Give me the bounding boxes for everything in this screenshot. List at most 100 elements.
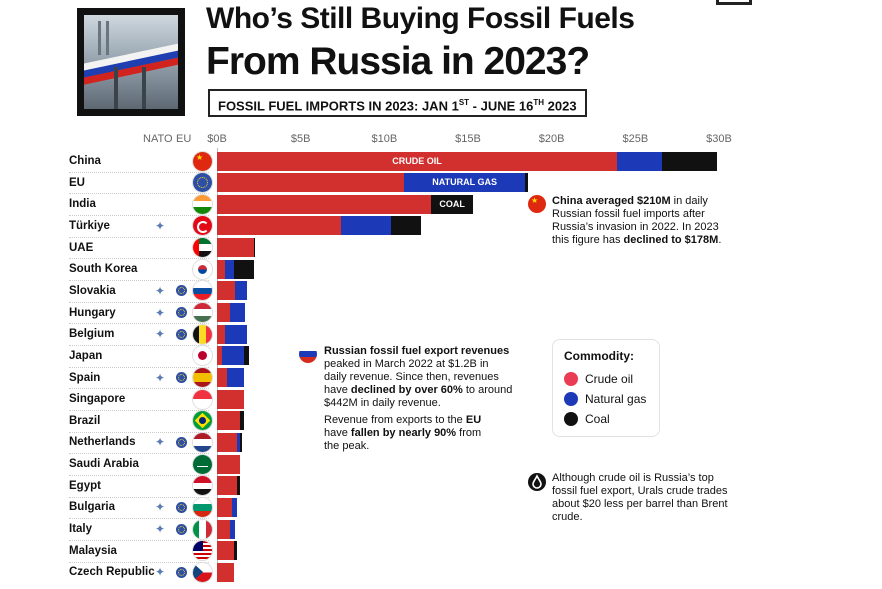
- bar-segment-gas-italy: [230, 519, 236, 539]
- nato-icon: ✦: [154, 283, 166, 298]
- flag-malaysia-icon: [193, 541, 212, 561]
- row-separator: [69, 236, 209, 238]
- bar-segment-coal-egypt: [237, 476, 241, 496]
- row-label-spain: Spain: [69, 371, 101, 384]
- legend-item-coal: Coal: [564, 412, 610, 426]
- flag-slovakia-icon: [193, 281, 212, 301]
- chart-subtitle: FOSSIL FUEL IMPORTS IN 2023: JAN 1ST - J…: [208, 89, 587, 117]
- row-label-south-korea: South Korea: [69, 263, 138, 276]
- eu-member-icon: [176, 566, 187, 578]
- row-label-uae: UAE: [69, 241, 94, 254]
- bar-segment-crude-brazil: [217, 411, 241, 431]
- eu-member-icon: [176, 328, 187, 340]
- bar-segment-crude-malaysia: [217, 541, 234, 561]
- x-tick-label: $15B: [455, 133, 481, 145]
- row-label-slovakia: Slovakia: [69, 284, 116, 297]
- nato-icon: ✦: [154, 327, 166, 342]
- bar-segment-crude-netherlands: [217, 432, 238, 452]
- bar-segment-crude-south-korea: [217, 259, 226, 279]
- row-separator: [69, 539, 209, 541]
- row-label-japan: Japan: [69, 349, 103, 362]
- flag-spain-icon: [193, 368, 212, 387]
- row-separator: [69, 345, 209, 347]
- bar-segment-crude-japan: [217, 346, 223, 366]
- nato-icon: ✦: [154, 370, 166, 385]
- corner-logo-frame: [716, 0, 752, 5]
- eu-member-icon: [176, 307, 187, 319]
- page-title-line1: Who’s Still Buying Fossil Fuels: [206, 2, 635, 35]
- flag-czech-republic-icon: [193, 562, 212, 582]
- row-separator: [69, 301, 209, 303]
- bar-segment-gas-japan: [222, 346, 244, 366]
- bar-segment-gas-belgium: [225, 324, 248, 344]
- flag-bulgaria-icon: [193, 497, 212, 517]
- eu-member-icon: [176, 285, 187, 297]
- bar-segment-crude-hungary: [217, 303, 231, 323]
- row-label-t-rkiye: Türkiye: [69, 219, 110, 232]
- flag-singapore-icon: [193, 389, 212, 409]
- bar-segment-crude-italy: [217, 519, 231, 539]
- row-label-italy: Italy: [69, 523, 93, 536]
- bar-segment-crude-slovakia: [217, 281, 236, 301]
- row-label-india: India: [69, 198, 96, 211]
- flag-egypt-icon: [193, 476, 212, 496]
- row-label-eu: EU: [69, 176, 85, 189]
- russia-revenue-annotation: Russian fossil fuel export revenues peak…: [324, 345, 513, 409]
- x-tick-label: $30B: [706, 133, 732, 145]
- nato-column-header: NATO: [143, 133, 173, 145]
- flag-china-icon: ★: [193, 151, 212, 171]
- bar-segment-gas-eu: [404, 173, 525, 193]
- bar-segment-crude-india: [217, 194, 432, 214]
- legend-coal-swatch: [564, 412, 578, 426]
- row-separator: [69, 280, 209, 282]
- bar-segment-gas-bulgaria: [232, 497, 238, 517]
- row-separator: [69, 388, 209, 390]
- bar-segment-crude-belgium: [217, 324, 226, 344]
- row-separator: [69, 215, 209, 217]
- row-separator: [69, 366, 209, 368]
- china-annotation: China averaged $210M in daily Russian fo…: [552, 195, 722, 246]
- flag-brazil-icon: [193, 411, 212, 431]
- bar-segment-coal-china: [662, 151, 718, 171]
- bar-segment-coal-t-rkiye: [391, 216, 422, 236]
- flag-south-korea-icon: [193, 259, 212, 279]
- bar-segment-gas-netherlands: [237, 432, 241, 452]
- x-tick-label: $0B: [207, 133, 227, 145]
- row-label-netherlands: Netherlands: [69, 436, 136, 449]
- row-label-singapore: Singapore: [69, 393, 126, 406]
- row-separator: [69, 171, 209, 173]
- row-label-czech-republic: Czech Republic: [69, 566, 155, 579]
- bar-segment-crude-spain: [217, 368, 228, 387]
- oil-drop-icon: [528, 473, 546, 491]
- bar-segment-coal-south-korea: [233, 259, 254, 279]
- eu-member-icon: [176, 523, 187, 535]
- flag-india-icon: [193, 194, 212, 214]
- row-separator: [69, 409, 209, 411]
- row-label-bulgaria: Bulgaria: [69, 501, 116, 514]
- x-tick-label: $10B: [371, 133, 398, 145]
- bar-segment-coal-malaysia: [233, 541, 238, 561]
- nato-icon: ✦: [154, 305, 166, 320]
- legend: Commodity: Crude oil Natural gas Coal: [552, 339, 660, 437]
- row-separator: [69, 431, 209, 433]
- bar-segment-gas-south-korea: [225, 259, 234, 279]
- x-tick-label: $25B: [622, 133, 649, 145]
- legend-natural-gas-swatch: [564, 392, 578, 406]
- nato-icon: ✦: [154, 565, 166, 580]
- bar-segment-coal-uae: [253, 238, 256, 258]
- bar-segment-crude-saudi-arabia: [217, 454, 241, 474]
- flag-uae-icon: [193, 238, 212, 258]
- bar-segment-gas-china: [616, 151, 663, 171]
- row-label-saudi-arabia: Saudi Arabia: [69, 458, 139, 471]
- russia-flag-icon: [299, 345, 317, 363]
- bar-segment-coal-japan: [243, 346, 249, 366]
- legend-crude-oil-swatch: [564, 372, 578, 386]
- bar-segment-coal-netherlands: [240, 432, 243, 452]
- header-photo: [77, 8, 185, 116]
- eu-member-icon: [176, 372, 187, 383]
- bar-segment-gas-t-rkiye: [340, 216, 391, 236]
- bar-segment-crude-china: [217, 151, 617, 171]
- legend-item-natural-gas: Natural gas: [564, 392, 646, 406]
- legend-title: Commodity:: [564, 349, 634, 363]
- flag-japan-icon: [193, 346, 212, 366]
